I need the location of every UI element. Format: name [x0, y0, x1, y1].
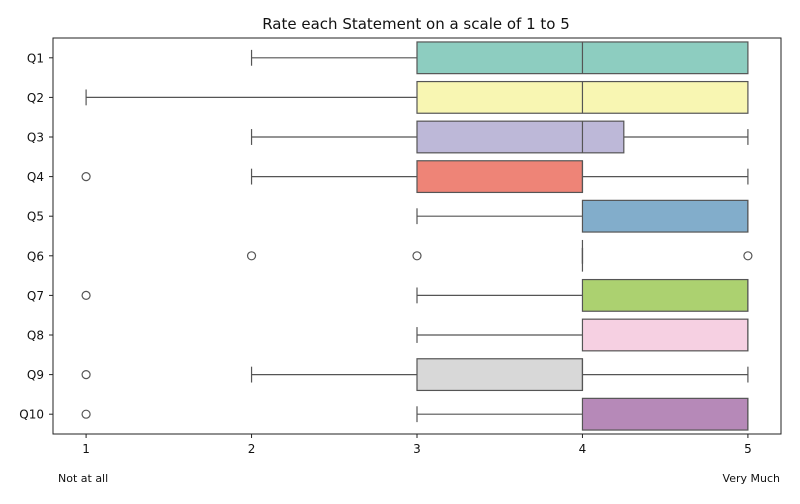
y-tick-label: Q5	[27, 210, 44, 224]
box-q8	[581, 318, 749, 352]
y-tick-label: Q7	[27, 289, 44, 303]
box-group-q5	[416, 199, 749, 233]
y-tick-label: Q9	[27, 368, 44, 382]
outlier-point	[81, 370, 91, 380]
box-q9	[416, 358, 584, 392]
box-group-q1	[250, 41, 749, 75]
outlier-point	[743, 251, 753, 261]
box-group-q9	[81, 358, 749, 392]
box-group-q7	[81, 278, 749, 312]
x-tick-label: 5	[744, 442, 752, 456]
outlier-point	[81, 409, 91, 419]
box-group-q4	[81, 160, 749, 194]
outlier-point	[81, 290, 91, 300]
box-group-q2	[85, 80, 749, 114]
x-tick-label: 2	[248, 442, 256, 456]
y-tick-label: Q8	[27, 329, 44, 343]
x-tick-label: 1	[82, 442, 90, 456]
y-tick-label: Q2	[27, 91, 44, 105]
box-group-q3	[250, 120, 749, 154]
y-tick-label: Q4	[27, 170, 44, 184]
y-tick-label: Q3	[27, 131, 44, 145]
box-group-q10	[81, 397, 749, 431]
box-group-q6	[246, 239, 753, 272]
outlier-point	[81, 172, 91, 182]
box-q4	[416, 160, 584, 194]
scale-high-annotation: Very Much	[722, 472, 780, 485]
chart-title: Rate each Statement on a scale of 1 to 5	[262, 15, 570, 33]
outlier-point	[246, 251, 257, 261]
scale-low-annotation: Not at all	[58, 472, 109, 485]
y-tick-label: Q6	[27, 249, 44, 263]
y-tick-label: Q1	[27, 51, 44, 65]
box-q3	[416, 120, 625, 154]
outlier-point	[412, 251, 422, 261]
box-q5	[581, 199, 749, 233]
x-tick-label: 3	[413, 442, 421, 456]
box-q10	[581, 397, 749, 431]
box-group-q8	[416, 318, 749, 352]
y-tick-label: Q10	[19, 408, 44, 422]
box-q7	[581, 278, 749, 312]
x-tick-label: 4	[579, 442, 587, 456]
